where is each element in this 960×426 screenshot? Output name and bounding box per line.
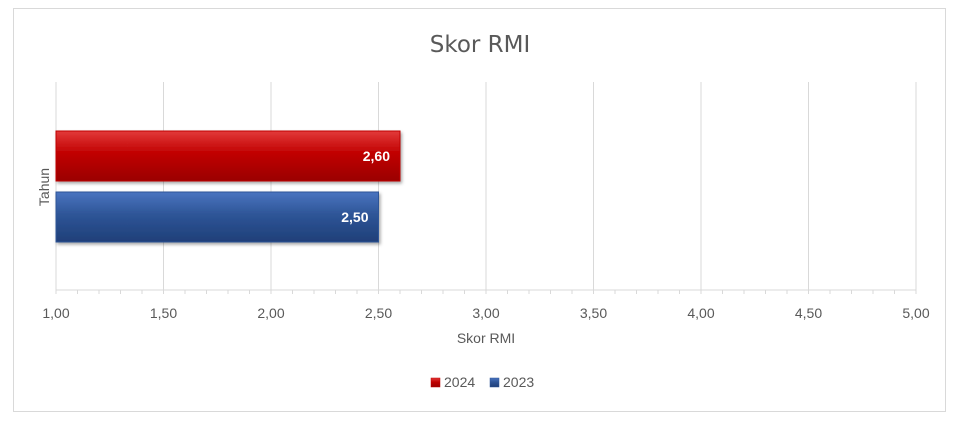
- x-tick-label: 3,50: [580, 305, 607, 321]
- chart-title: Skor RMI: [430, 32, 531, 58]
- minor-ticks: [55, 290, 917, 294]
- bar-value-label-2024: 2,60: [363, 148, 390, 164]
- x-tick-label: 3,00: [472, 305, 499, 321]
- legend-label-2024: 2024: [444, 374, 475, 390]
- legend-swatch-2023: [489, 377, 500, 388]
- x-tick-label: 1,50: [150, 305, 177, 321]
- y-axis-title: Tahun: [36, 168, 52, 206]
- legend-label-2023: 2023: [503, 374, 534, 390]
- gridlines: [55, 82, 917, 290]
- legend-swatch-2024: [430, 377, 441, 388]
- bar-labels: 2,60 2,50: [341, 148, 390, 225]
- x-tick-label: 4,00: [687, 305, 714, 321]
- bar-2023: [55, 191, 379, 243]
- x-tick-label: 5,00: [902, 305, 929, 321]
- x-tick-label: 2,50: [365, 305, 392, 321]
- x-tick-labels: 1,00 1,50 2,00 2,50 3,00 3,50 4,00 4,50 5,00: [42, 305, 929, 321]
- x-tick-label: 4,50: [795, 305, 822, 321]
- x-tick-label: 2,00: [257, 305, 284, 321]
- bar-2024: [55, 130, 401, 182]
- bar-value-label-2023: 2,50: [341, 209, 368, 225]
- legend: 2024 2023: [430, 374, 534, 390]
- x-axis-title: Skor RMI: [457, 330, 515, 346]
- x-tick-label: 1,00: [42, 305, 69, 321]
- bars: [55, 130, 401, 243]
